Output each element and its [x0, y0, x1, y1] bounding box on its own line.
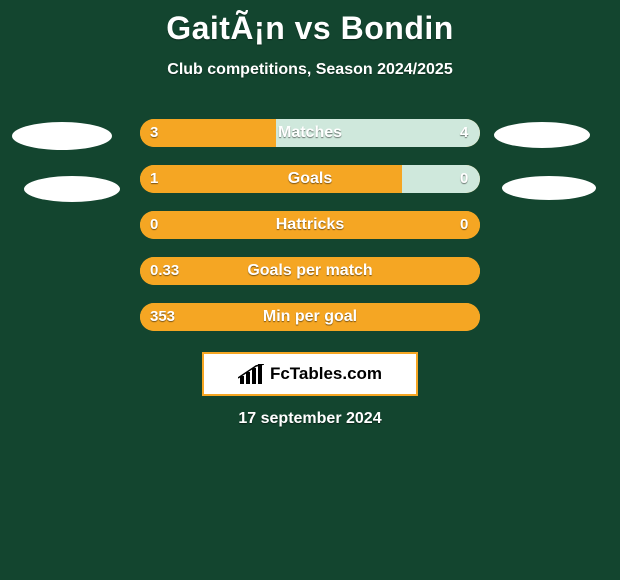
brand-badge-text: FcTables.com — [270, 364, 382, 384]
page-title: GaitÃ¡n vs Bondin — [0, 0, 620, 47]
barchart-icon — [238, 364, 264, 384]
footer-date: 17 september 2024 — [0, 410, 620, 428]
page-root: GaitÃ¡n vs Bondin Club competitions, Sea… — [0, 0, 620, 580]
page-subtitle: Club competitions, Season 2024/2025 — [0, 61, 620, 79]
brand-badge: FcTables.com — [202, 352, 418, 396]
stat-row: 353Min per goal — [0, 303, 620, 331]
stat-label: Min per goal — [140, 303, 480, 331]
stat-label: Goals — [140, 165, 480, 193]
side-ellipse — [12, 122, 112, 150]
comparison-block: 34Matches10Goals00Hattricks0.33Goals per… — [0, 119, 620, 331]
stat-label: Hattricks — [140, 211, 480, 239]
side-ellipse — [502, 176, 596, 200]
stat-row: 0.33Goals per match — [0, 257, 620, 285]
stat-label: Matches — [140, 119, 480, 147]
stat-label: Goals per match — [140, 257, 480, 285]
side-ellipse — [24, 176, 120, 202]
side-ellipse — [494, 122, 590, 148]
stat-row: 00Hattricks — [0, 211, 620, 239]
